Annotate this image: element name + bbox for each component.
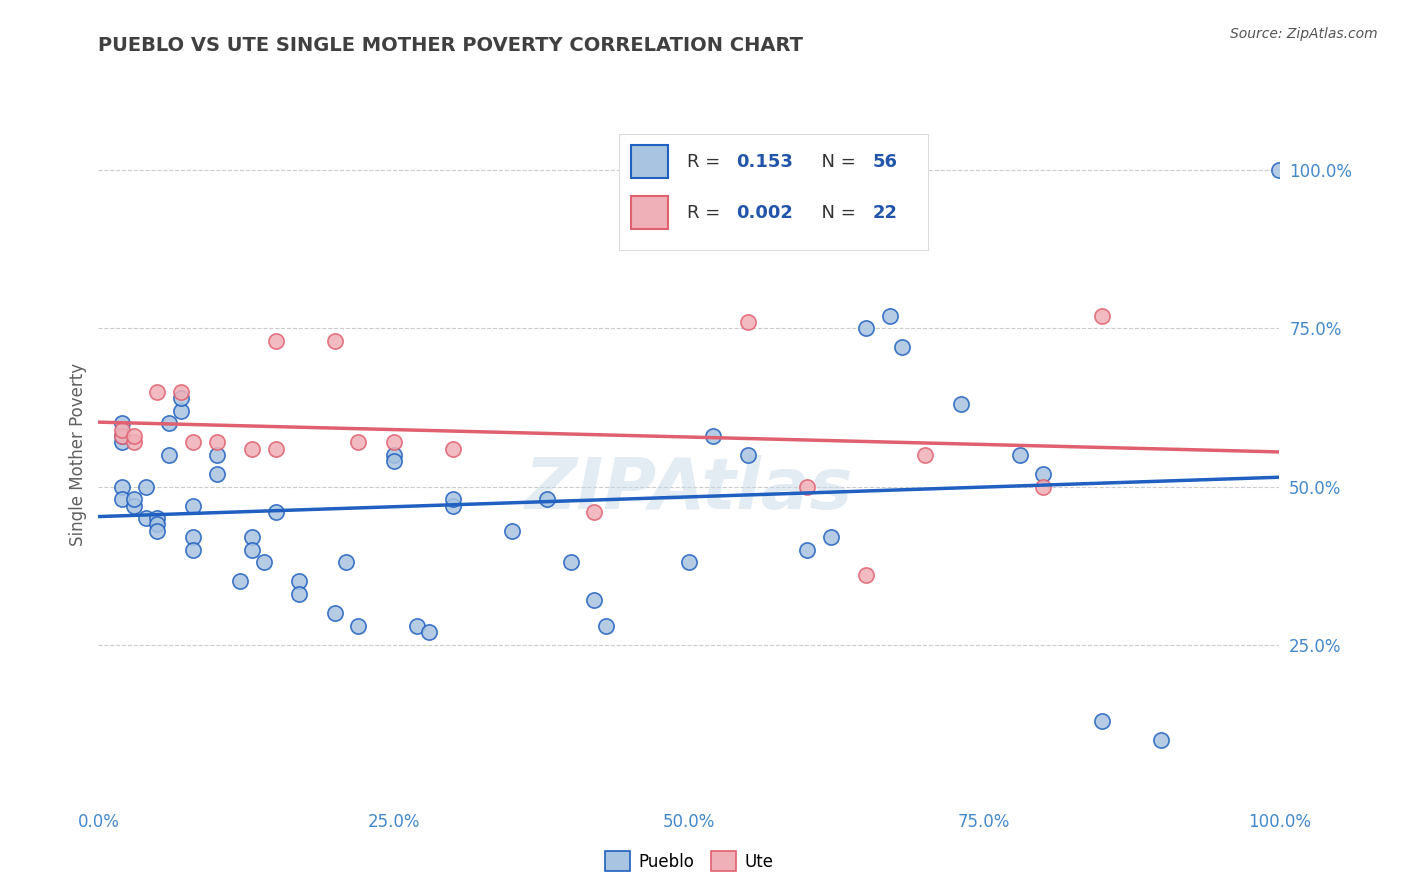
Point: [181, 499, 204, 513]
Point: [170, 384, 193, 399]
Text: Source: ZipAtlas.com: Source: ZipAtlas.com: [1230, 27, 1378, 41]
Point: [111, 423, 134, 437]
Point: [240, 442, 263, 456]
Point: [406, 618, 429, 632]
Point: [441, 499, 464, 513]
Point: [264, 442, 287, 456]
Point: [382, 435, 405, 450]
Point: [1008, 448, 1031, 462]
Point: [111, 417, 134, 431]
Point: [914, 448, 936, 462]
Point: [335, 556, 357, 570]
Point: [146, 524, 169, 538]
Point: [1032, 467, 1054, 481]
Point: [536, 492, 558, 507]
Point: [181, 530, 204, 544]
Point: [501, 524, 523, 538]
Point: [264, 505, 287, 519]
Point: [323, 606, 346, 620]
Point: [820, 530, 842, 544]
Point: [702, 429, 724, 443]
Y-axis label: Single Mother Poverty: Single Mother Poverty: [69, 363, 87, 547]
Text: PUEBLO VS UTE SINGLE MOTHER POVERTY CORRELATION CHART: PUEBLO VS UTE SINGLE MOTHER POVERTY CORR…: [98, 36, 803, 54]
Point: [229, 574, 252, 589]
Point: [111, 479, 134, 493]
Point: [181, 435, 204, 450]
Point: [146, 384, 169, 399]
Text: N =: N =: [810, 153, 862, 170]
Point: [737, 448, 759, 462]
Point: [264, 334, 287, 348]
FancyBboxPatch shape: [631, 196, 668, 229]
Point: [382, 448, 405, 462]
Point: [122, 435, 145, 450]
Point: [157, 417, 180, 431]
Point: [135, 479, 157, 493]
Point: [441, 492, 464, 507]
Point: [1032, 479, 1054, 493]
Point: [205, 435, 228, 450]
Point: [1091, 714, 1114, 728]
Point: [240, 530, 263, 544]
Point: [111, 429, 134, 443]
Point: [855, 568, 877, 582]
Text: 0.153: 0.153: [737, 153, 793, 170]
Point: [595, 618, 617, 632]
Text: R =: R =: [686, 153, 725, 170]
Point: [949, 397, 972, 411]
Point: [323, 334, 346, 348]
Point: [288, 574, 311, 589]
Legend: Pueblo, Ute: Pueblo, Ute: [598, 845, 780, 878]
Point: [560, 556, 582, 570]
Point: [111, 492, 134, 507]
Point: [1091, 309, 1114, 323]
Text: 56: 56: [872, 153, 897, 170]
Point: [890, 340, 912, 354]
Point: [122, 492, 145, 507]
Point: [157, 448, 180, 462]
Text: R =: R =: [686, 203, 725, 221]
Point: [347, 618, 370, 632]
Text: ZIPAtlas: ZIPAtlas: [524, 455, 853, 524]
Point: [418, 625, 440, 640]
Point: [382, 454, 405, 468]
Point: [879, 309, 901, 323]
Point: [146, 511, 169, 525]
Point: [347, 435, 370, 450]
Point: [170, 391, 193, 405]
Point: [1268, 163, 1291, 178]
Point: [737, 315, 759, 329]
Point: [253, 556, 276, 570]
Point: [205, 467, 228, 481]
Point: [583, 593, 606, 607]
Point: [583, 505, 606, 519]
Point: [288, 587, 311, 601]
Point: [122, 429, 145, 443]
Point: [205, 448, 228, 462]
Point: [111, 435, 134, 450]
Text: 22: 22: [872, 203, 897, 221]
Point: [855, 321, 877, 335]
Point: [678, 556, 700, 570]
Point: [181, 542, 204, 557]
Point: [441, 442, 464, 456]
Point: [111, 429, 134, 443]
Point: [1150, 732, 1173, 747]
Text: 0.002: 0.002: [737, 203, 793, 221]
Text: N =: N =: [810, 203, 862, 221]
Point: [170, 403, 193, 417]
Point: [122, 499, 145, 513]
Point: [796, 542, 818, 557]
Point: [240, 542, 263, 557]
Point: [796, 479, 818, 493]
Point: [146, 517, 169, 532]
Point: [135, 511, 157, 525]
FancyBboxPatch shape: [631, 145, 668, 178]
